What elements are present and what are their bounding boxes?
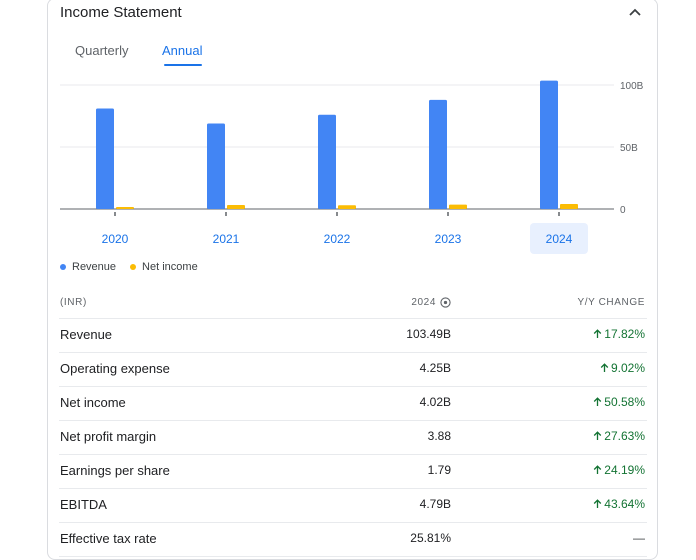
net-income-bar (449, 204, 467, 209)
table-row: Effective tax rate 25.81% — (59, 523, 647, 557)
col-year-header: 2024 (411, 297, 451, 308)
revenue-bar (429, 99, 447, 209)
row-value: 4.79B (419, 497, 451, 511)
row-label: EBITDA (60, 497, 107, 512)
table-row: EBITDA 4.79B 43.64% (59, 489, 647, 523)
row-change: 17.82% (593, 327, 645, 341)
chart-labels: 100B 50B 0 2020 2021 2022 2023 2024 (102, 81, 644, 246)
row-change-value: 43.64% (604, 497, 645, 511)
x-tick-label: 2020 (102, 232, 129, 246)
table-row: Revenue 103.49B 17.82% (59, 319, 647, 353)
arrow-up-icon (594, 499, 602, 508)
table-body: Revenue 103.49B 17.82% Operating expense 4.2… (59, 319, 647, 557)
row-label: Effective tax rate (60, 531, 157, 546)
arrow-up-icon (594, 465, 602, 474)
x-tick-label: 2024 (546, 232, 573, 246)
row-value: 25.81% (410, 531, 451, 545)
revenue-bar (540, 80, 558, 210)
y-tick-label: 100B (620, 81, 644, 92)
row-change: 9.02% (600, 361, 645, 375)
row-change: — (633, 531, 645, 545)
row-value: 3.88 (427, 429, 451, 443)
row-value: 103.49B (406, 327, 451, 341)
revenue-bar (96, 108, 114, 209)
info-icon[interactable] (440, 297, 451, 308)
net-income-bar (227, 205, 245, 209)
x-tick-label: 2023 (435, 232, 462, 246)
table-row: Net income 4.02B 50.58% (59, 387, 647, 421)
col-label-header: (INR) (60, 297, 87, 308)
net-income-bar (338, 205, 356, 209)
arrow-up-icon (594, 431, 602, 440)
collapse-button[interactable] (626, 3, 644, 21)
legend-net-income-label: Net income (142, 261, 198, 273)
row-label: Net income (60, 395, 126, 410)
col-year-label: 2024 (411, 297, 436, 308)
x-tick-label: 2021 (213, 232, 240, 246)
row-change: 24.19% (593, 463, 645, 477)
y-tick-label: 0 (620, 205, 626, 216)
row-value: 4.02B (419, 395, 451, 409)
arrow-up-icon (600, 363, 609, 372)
table-row: Earnings per share 1.79 24.19% (59, 455, 647, 489)
legend-revenue: Revenue (60, 261, 116, 273)
row-change-value: 17.82% (604, 327, 645, 341)
row-change-value: 27.63% (604, 429, 645, 443)
net-income-bar (560, 204, 578, 209)
table-row: Net profit margin 3.88 27.63% (59, 421, 647, 455)
table-header: (INR) 2024 Y/Y CHANGE (59, 288, 647, 319)
legend-revenue-label: Revenue (72, 261, 117, 273)
revenue-bar (207, 123, 225, 209)
income-table: (INR) 2024 Y/Y CHANGE Revenue 103.49B 17.8… (59, 288, 647, 557)
row-label: Operating expense (60, 361, 170, 376)
x-tick-label: 2022 (324, 232, 351, 246)
row-label: Earnings per share (60, 463, 170, 478)
net-income-bar (116, 207, 134, 209)
chart-bars (96, 80, 578, 216)
row-value: 1.79 (427, 463, 451, 477)
row-change-value: 50.58% (604, 395, 645, 409)
revenue-net-income-chart: 100B 50B 0 2020 2021 2022 2023 2024 (60, 80, 644, 254)
tab-annual[interactable]: Annual (162, 43, 203, 58)
y-tick-label: 50B (620, 143, 638, 154)
row-change: 50.58% (593, 395, 645, 409)
selected-year-bg (530, 223, 588, 254)
revenue-bar (318, 114, 336, 209)
revenue-dot-icon (60, 264, 66, 270)
row-change: 27.63% (593, 429, 645, 443)
net-income-dot-icon (130, 264, 137, 270)
table-row: Operating expense 4.25B 9.02% (59, 353, 647, 387)
tab-quarterly[interactable]: Quarterly (75, 43, 129, 58)
row-label: Revenue (60, 327, 113, 342)
section-title: Income Statement (60, 4, 182, 21)
row-value: 4.25B (419, 361, 451, 375)
chart-legend: Revenue Net income (60, 261, 198, 273)
arrow-up-icon (594, 329, 602, 338)
legend-net-income: Net income (130, 261, 198, 273)
chart-gridlines (60, 84, 614, 210)
row-change-value: — (633, 531, 645, 545)
active-tab-indicator (164, 64, 202, 66)
row-change-value: 24.19% (604, 463, 645, 477)
row-label: Net profit margin (60, 429, 157, 444)
chevron-up-icon (629, 8, 641, 16)
col-change-header: Y/Y CHANGE (577, 297, 645, 308)
row-change-value: 9.02% (610, 361, 645, 375)
selected-year-highlight (530, 223, 588, 254)
arrow-up-icon (594, 397, 602, 406)
row-change: 43.64% (593, 497, 645, 511)
